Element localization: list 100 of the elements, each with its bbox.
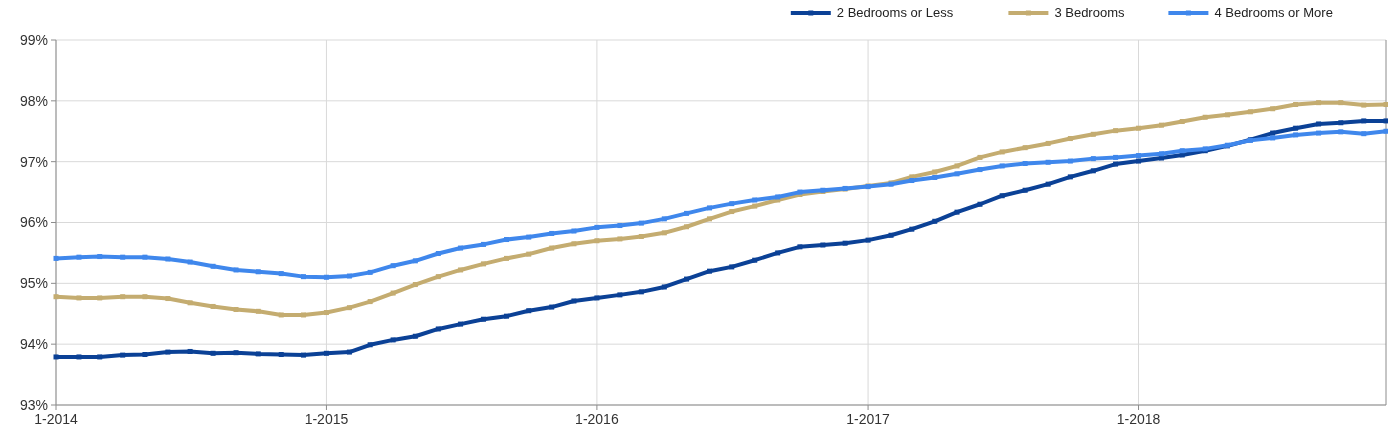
point: [526, 251, 532, 257]
point: [142, 352, 148, 358]
point: [617, 236, 623, 242]
point: [1293, 101, 1299, 107]
point: [481, 261, 487, 267]
point: [932, 174, 938, 180]
point: [53, 255, 59, 261]
point: [1090, 131, 1096, 137]
point: [1293, 132, 1299, 138]
point: [458, 267, 464, 273]
point: [120, 254, 126, 260]
point: [120, 352, 126, 358]
point: [752, 203, 758, 209]
point: [210, 303, 216, 309]
y-tick-label: 99%: [19, 31, 48, 48]
point: [1067, 174, 1073, 180]
point: [323, 274, 329, 280]
point: [1022, 160, 1028, 166]
point: [729, 209, 735, 215]
point: [549, 245, 555, 251]
x-tick-label: 1-2015: [304, 411, 349, 427]
point: [278, 312, 284, 318]
point: [255, 308, 261, 314]
point: [346, 305, 352, 311]
point: [412, 282, 418, 288]
y-tick-label: 95%: [19, 275, 48, 292]
point: [1136, 158, 1142, 164]
legend-label: 3 Bedrooms: [1054, 5, 1125, 20]
x-tick-label: 1-2017: [846, 411, 891, 427]
point: [481, 241, 487, 247]
point: [594, 238, 600, 244]
point: [571, 298, 577, 304]
point: [954, 209, 960, 215]
point: [617, 223, 623, 229]
point: [323, 350, 329, 356]
point: [707, 205, 713, 211]
point: [1224, 112, 1230, 118]
point: [752, 257, 758, 263]
point: [346, 349, 352, 355]
point: [1270, 135, 1276, 141]
point: [954, 163, 960, 169]
point: [594, 295, 600, 301]
point: [504, 313, 509, 319]
point: [932, 169, 938, 175]
point: [909, 178, 915, 184]
point: [1316, 130, 1322, 136]
point: [1361, 131, 1367, 137]
point: [1338, 100, 1344, 106]
point: [888, 232, 894, 238]
point: [797, 244, 803, 250]
point: [999, 193, 1005, 199]
y-tick-label: 94%: [19, 336, 48, 353]
point: [526, 308, 532, 314]
point: [435, 326, 441, 332]
point: [661, 230, 667, 236]
point: [1067, 136, 1073, 142]
point: [1179, 148, 1185, 154]
x-tick-label: 1-2016: [575, 411, 619, 427]
point: [1158, 155, 1164, 161]
point: [390, 290, 396, 296]
point: [999, 163, 1005, 169]
point: [1361, 102, 1367, 108]
point: [142, 254, 148, 260]
point: [233, 350, 239, 356]
point: [1022, 187, 1028, 193]
point: [1293, 125, 1299, 131]
point: [1113, 154, 1119, 160]
point: [820, 242, 826, 248]
point: [1045, 159, 1051, 165]
point: [865, 237, 871, 243]
point: [638, 220, 644, 226]
point: [255, 351, 261, 357]
point: [1136, 153, 1142, 159]
point: [367, 342, 373, 348]
x-tick-label: 1-2018: [1116, 411, 1161, 427]
point: [1316, 121, 1322, 127]
point: [210, 263, 216, 269]
point: [1136, 125, 1142, 131]
point: [97, 354, 103, 360]
point: [435, 274, 441, 280]
point: [707, 216, 713, 222]
point: [255, 269, 261, 275]
point: [1338, 120, 1344, 126]
point: [97, 295, 103, 301]
point: [435, 251, 441, 257]
point: [142, 294, 148, 300]
point: [571, 228, 577, 234]
legend-label: 2 Bedrooms or Less: [836, 5, 954, 20]
point: [210, 350, 216, 356]
point: [458, 245, 464, 251]
point: [300, 312, 306, 318]
point: [999, 149, 1005, 155]
point: [977, 154, 983, 160]
point: [932, 218, 938, 224]
y-tick-label: 98%: [19, 92, 48, 109]
y-tick-label: 93%: [19, 396, 48, 413]
point: [120, 294, 126, 300]
point: [729, 201, 735, 207]
point: [842, 240, 848, 246]
point: [76, 254, 82, 260]
